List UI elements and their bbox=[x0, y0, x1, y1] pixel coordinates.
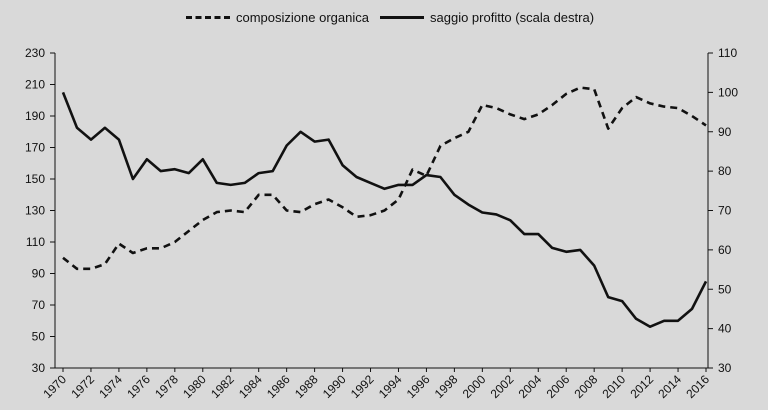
y-left-tick-label: 170 bbox=[25, 141, 45, 155]
x-tick-label: 1970 bbox=[40, 372, 69, 401]
series-saggio-line bbox=[61, 91, 708, 329]
x-tick-label: 1984 bbox=[236, 372, 265, 401]
y-right-tick-label: 60 bbox=[718, 243, 732, 257]
y-right-tick-label: 50 bbox=[718, 282, 732, 296]
chart-legend: composizione organica saggio profitto (s… bbox=[0, 10, 768, 32]
x-tick-label: 1982 bbox=[208, 372, 237, 401]
legend-item-saggio: saggio profitto (scala destra) bbox=[380, 10, 594, 25]
y-left-tick-label: 190 bbox=[25, 109, 45, 123]
x-tick-label: 2014 bbox=[655, 372, 684, 401]
y-left-tick-label: 30 bbox=[32, 361, 46, 375]
y-left-tick-label: 130 bbox=[25, 204, 45, 218]
legend-label-saggio: saggio profitto (scala destra) bbox=[430, 10, 595, 25]
x-tick-label: 2006 bbox=[544, 372, 573, 401]
x-tick-label: 1998 bbox=[432, 372, 461, 401]
x-tick-label: 1980 bbox=[180, 372, 209, 401]
y-right-tick-label: 30 bbox=[718, 361, 732, 375]
x-tick-label: 2012 bbox=[627, 372, 656, 401]
x-tick-label: 1978 bbox=[152, 372, 181, 401]
y-left-tick-label: 50 bbox=[32, 330, 46, 344]
y-left-tick-label: 230 bbox=[25, 46, 45, 60]
y-right-tick-label: 70 bbox=[718, 204, 732, 218]
y-right-tick-label: 110 bbox=[718, 46, 737, 60]
y-right-tick-label: 40 bbox=[718, 322, 732, 336]
x-tick-label: 1992 bbox=[348, 372, 377, 401]
x-tick-label: 2010 bbox=[599, 372, 628, 401]
y-left-tick-label: 110 bbox=[26, 235, 45, 249]
x-tick-label: 1996 bbox=[404, 372, 433, 401]
y-left-tick-label: 90 bbox=[32, 267, 46, 281]
legend-label-composizione: composizione organica bbox=[236, 10, 369, 25]
x-tick-label: 2004 bbox=[516, 372, 545, 401]
x-tick-label: 2008 bbox=[572, 372, 601, 401]
series-composizione-line bbox=[62, 86, 707, 271]
x-tick-label: 1972 bbox=[68, 372, 97, 401]
legend-dashed-line-icon bbox=[186, 16, 230, 19]
x-tick-label: 1994 bbox=[376, 372, 405, 401]
x-tick-label: 1976 bbox=[124, 372, 153, 401]
y-right-tick-label: 90 bbox=[718, 125, 732, 139]
y-left-tick-label: 150 bbox=[25, 172, 45, 186]
y-left-tick-label: 70 bbox=[32, 298, 46, 312]
x-tick-label: 1990 bbox=[320, 372, 349, 401]
x-tick-label: 2002 bbox=[488, 372, 517, 401]
y-left-tick-label: 210 bbox=[25, 78, 45, 92]
y-right-tick-label: 100 bbox=[718, 85, 738, 99]
x-tick-label: 1986 bbox=[264, 372, 293, 401]
x-tick-label: 2000 bbox=[460, 372, 489, 401]
y-right-tick-label: 80 bbox=[718, 164, 732, 178]
x-tick-label: 1988 bbox=[292, 372, 321, 401]
x-tick-label: 2016 bbox=[683, 372, 712, 401]
legend-solid-line-icon bbox=[380, 16, 424, 19]
legend-item-composizione: composizione organica bbox=[186, 10, 369, 25]
x-tick-label: 1974 bbox=[96, 372, 125, 401]
